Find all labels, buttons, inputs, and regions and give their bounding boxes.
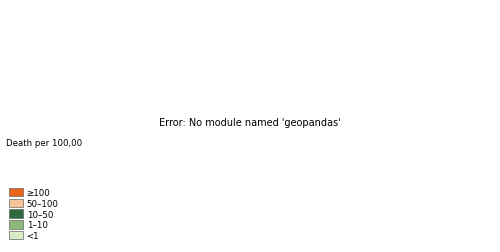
Text: Death per 100,00: Death per 100,00 [6, 138, 82, 147]
Legend: ≥100, 50–100, 10–50, 1–10, <1: ≥100, 50–100, 10–50, 1–10, <1 [10, 188, 58, 240]
Text: Error: No module named 'geopandas': Error: No module named 'geopandas' [159, 118, 341, 128]
